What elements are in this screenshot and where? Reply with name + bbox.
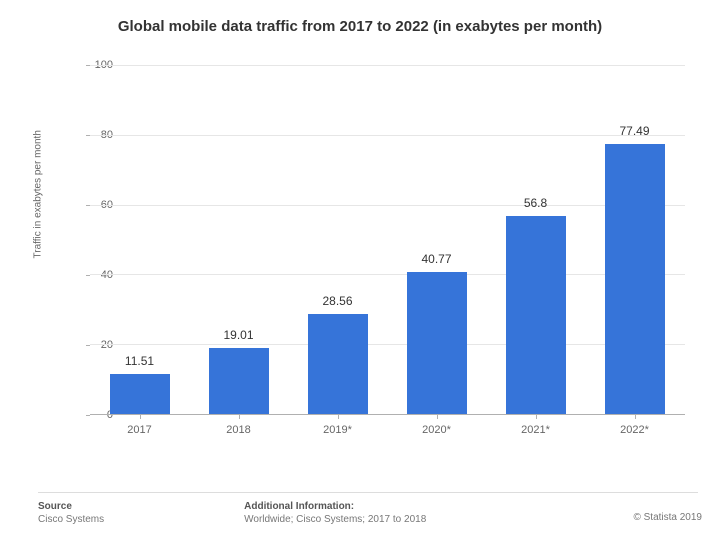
x-tick-label: 2017	[127, 414, 151, 436]
x-tick-label: 2021*	[521, 414, 550, 436]
bar-2018: 19.01	[209, 348, 269, 414]
bar-2019: 28.56	[308, 314, 368, 414]
x-tick-label: 2018	[226, 414, 250, 436]
bars-container: 11.51 2017 19.01 2018 28.56 2019*	[90, 65, 685, 414]
bar-value-label: 77.49	[619, 124, 649, 144]
bar-2017: 11.51	[110, 374, 170, 414]
bar-value-label: 40.77	[421, 252, 451, 272]
y-axis-title: Traffic in exabytes per month	[33, 130, 44, 258]
bar-slot: 28.56 2019*	[288, 65, 387, 414]
info-text: Worldwide; Cisco Systems; 2017 to 2018	[244, 514, 426, 525]
bar-2021: 56.8	[506, 216, 566, 414]
bar-slot: 40.77 2020*	[387, 65, 486, 414]
bar-value-label: 11.51	[125, 354, 154, 374]
x-tick-label: 2019*	[323, 414, 352, 436]
bar-2022: 77.49	[605, 144, 665, 414]
copyright: © Statista 2019	[633, 512, 702, 523]
bar-slot: 11.51 2017	[90, 65, 189, 414]
bar-2020: 40.77	[407, 272, 467, 414]
x-tick-label: 2022*	[620, 414, 649, 436]
source-heading: Source	[38, 501, 104, 512]
bar-value-label: 56.8	[524, 196, 547, 216]
info-heading: Additional Information:	[244, 501, 426, 512]
bar-slot: 56.8 2021*	[486, 65, 585, 414]
info-block: Additional Information: Worldwide; Cisco…	[244, 501, 426, 525]
source-text: Cisco Systems	[38, 514, 104, 525]
plot-area: 11.51 2017 19.01 2018 28.56 2019*	[90, 65, 685, 415]
chart-title: Global mobile data traffic from 2017 to …	[0, 0, 720, 41]
x-tick-label: 2020*	[422, 414, 451, 436]
source-block: Source Cisco Systems	[38, 501, 104, 525]
bar-slot: 19.01 2018	[189, 65, 288, 414]
bar-value-label: 19.01	[223, 328, 253, 348]
chart-region: Traffic in exabytes per month 0 20 40 60…	[60, 55, 685, 450]
bar-value-label: 28.56	[322, 294, 352, 314]
y-tick-mark	[86, 415, 90, 416]
bar-slot: 77.49 2022*	[585, 65, 684, 414]
footer: Source Cisco Systems Additional Informat…	[38, 492, 698, 525]
